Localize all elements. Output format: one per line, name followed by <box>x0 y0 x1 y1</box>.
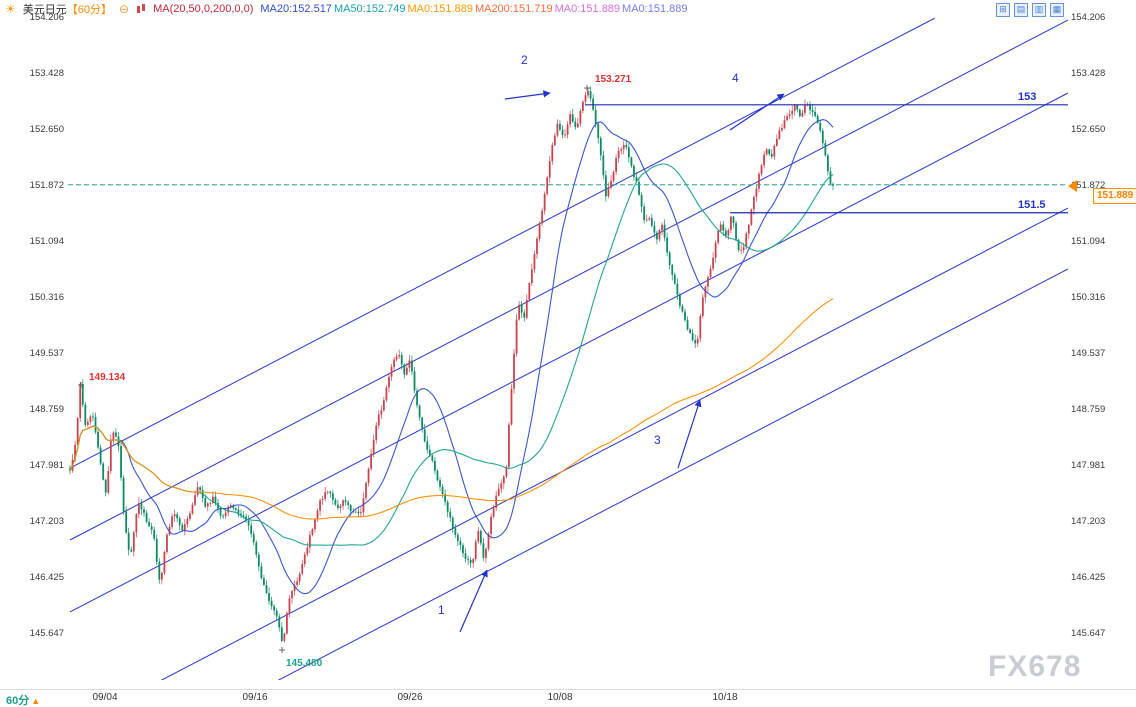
ma-indicator-icon <box>136 3 146 15</box>
price-mark-cross-icon <box>78 382 84 388</box>
y-axis-label: 151.872 <box>1071 180 1106 191</box>
columns-layout-icon[interactable]: ▥ <box>1032 3 1046 17</box>
level-label: 153 <box>1018 91 1036 103</box>
y-axis-label: 152.650 <box>1071 124 1106 135</box>
collapse-indicator-icon[interactable]: ⊖ <box>119 2 130 16</box>
price-mark-label: 153.271 <box>595 74 632 85</box>
ma-value-label-4: MA0:151.889 <box>554 3 621 15</box>
y-axis-label: 151.872 <box>29 180 64 191</box>
ma-value-label-0: MA20:152.517 <box>260 3 332 15</box>
grid-layout-icon[interactable]: ⊞ <box>996 3 1010 17</box>
y-axis-label: 149.537 <box>1071 348 1106 359</box>
wave-number-label: 3 <box>654 433 661 447</box>
x-axis-label: 10/18 <box>712 692 738 703</box>
up-triangle-icon: ▲ <box>31 696 41 706</box>
x-axis-label: 09/04 <box>92 692 118 703</box>
ma-values-list: MA20:152.517 MA50:152.749 MA0:151.889 MA200… <box>260 3 689 15</box>
brightness-icon[interactable]: ☀ <box>5 2 16 16</box>
rows-layout-icon[interactable]: ▤ <box>1014 3 1028 17</box>
x-axis-label: 09/16 <box>242 692 268 703</box>
blocks-layout-icon[interactable]: ▦ <box>1050 3 1064 17</box>
symbol-name: 美元日元 <box>22 4 67 16</box>
y-axis-label: 148.759 <box>1071 404 1106 415</box>
price-mark-cross-icon <box>584 85 590 91</box>
trend-channel-lines <box>69 18 1068 680</box>
y-axis-label: 154.206 <box>1071 12 1106 23</box>
y-axis-label: 148.759 <box>29 404 64 415</box>
y-axis-label: 147.203 <box>29 516 64 527</box>
moving-averages-layer <box>69 119 834 595</box>
current-price-pointer-icon <box>1068 180 1077 192</box>
y-axis-label: 154.206 <box>29 12 64 23</box>
x-axis-label: 10/08 <box>547 692 573 703</box>
y-axis-label: 151.094 <box>1071 236 1106 247</box>
x-axis-label: 09/26 <box>397 692 423 703</box>
ma-value-label-2: MA0:151.889 <box>407 3 473 15</box>
wave-annotations: 1 2 3 4 153.271 149.134 145.480 <box>78 53 785 669</box>
ma-value-label-1: MA50:152.749 <box>333 3 406 15</box>
ma-line-200 <box>69 298 834 520</box>
footer-timeframe-label: 60分 <box>6 695 30 707</box>
layout-icons-group: ⊞ ▤ ▥ ▦ <box>996 3 1064 17</box>
y-axis-label: 152.650 <box>29 124 64 135</box>
chart-toolbar: ☀ 美元日元【60分】 ⊖ MA(20,50,0,200,0,0) MA20:1… <box>0 0 1136 18</box>
ma-line-50 <box>69 163 834 546</box>
symbol-title: 美元日元【60分】 <box>23 1 112 17</box>
price-mark-cross-icon <box>279 647 285 653</box>
wave-number-label: 4 <box>732 71 739 85</box>
ma-value-label-3: MA200:151.719 <box>474 3 553 15</box>
y-axis-label: 147.981 <box>1071 460 1106 471</box>
y-axis-label: 145.647 <box>1071 628 1106 639</box>
price-mark-label: 145.480 <box>286 658 323 669</box>
watermark: FX678 <box>988 650 1082 683</box>
wave-number-label: 2 <box>521 53 528 67</box>
y-axis-label: 149.537 <box>29 348 64 359</box>
ma-value-label-5: MA0:151.889 <box>622 3 688 15</box>
current-price-value: 151.889 <box>1097 190 1134 201</box>
candles-layer <box>69 86 834 643</box>
y-axis-label: 146.425 <box>1071 572 1106 583</box>
price-chart-canvas[interactable]: 153 151.5 1 2 3 4 153.271 149.134 145.480 <box>68 18 1068 680</box>
y-axis-label: 153.428 <box>1071 68 1106 79</box>
level-label: 151.5 <box>1018 199 1046 211</box>
y-axis-label: 146.425 <box>29 572 64 583</box>
y-axis-label: 150.316 <box>1071 292 1106 303</box>
timeframe-label[interactable]: 【60分】 <box>66 4 113 16</box>
wave-number-label: 1 <box>438 603 445 617</box>
y-axis-label: 150.316 <box>29 292 64 303</box>
y-axis-label: 147.203 <box>1071 516 1106 527</box>
timeframe-footer[interactable]: 60分 ▲ <box>6 692 40 707</box>
current-price-tag: 151.889 <box>1093 188 1136 204</box>
ma-line-20 <box>69 119 834 595</box>
y-axis-label: 153.428 <box>29 68 64 79</box>
axis-divider <box>0 689 1136 690</box>
price-mark-label: 149.134 <box>89 372 126 383</box>
ma-settings-label[interactable]: MA(20,50,0,200,0,0) <box>153 3 254 15</box>
y-axis-label: 151.094 <box>29 236 64 247</box>
horizontal-levels: 153 151.5 <box>585 91 1068 214</box>
y-axis-label: 145.647 <box>29 628 64 639</box>
y-axis-label: 147.981 <box>29 460 64 471</box>
